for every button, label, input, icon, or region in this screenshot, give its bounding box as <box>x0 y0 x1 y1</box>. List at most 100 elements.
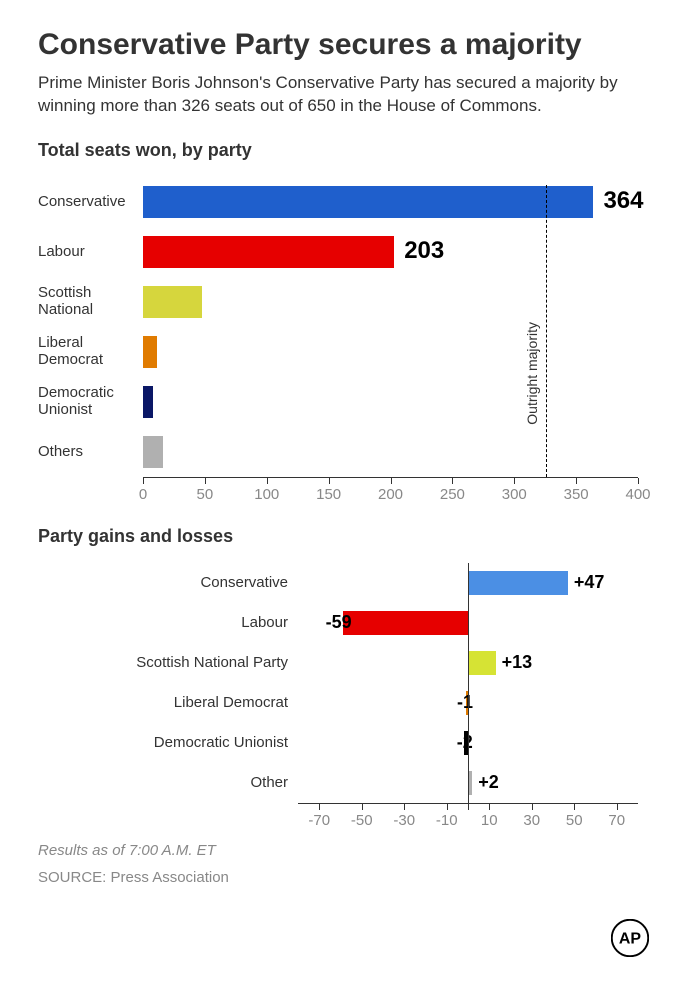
axis-tick-label: 30 <box>523 812 540 829</box>
seats-bar-label: Others <box>38 444 143 461</box>
axis-tick-label: 150 <box>316 486 341 503</box>
gains-bar <box>468 651 496 675</box>
gains-bar-value: +2 <box>478 772 499 793</box>
seats-bar <box>143 286 202 318</box>
seats-bar-row: Liberal Democrat <box>38 327 653 377</box>
gains-bar <box>468 571 568 595</box>
seats-bar-track <box>143 277 653 327</box>
gains-chart-axis: -70-50-30-1010305070 <box>298 803 638 833</box>
axis-tick-label: -50 <box>351 812 373 829</box>
seats-bar-row: Democratic Unionist <box>38 377 653 427</box>
gains-bar-row: Scottish National Party +13 <box>38 643 653 683</box>
axis-tick <box>143 478 144 484</box>
seats-bar-row: Conservative 364 <box>38 177 653 227</box>
seats-bar-row: Others <box>38 427 653 477</box>
axis-tick-label: 100 <box>254 486 279 503</box>
axis-tick <box>205 478 206 484</box>
seats-bar-label: Labour <box>38 244 143 261</box>
gains-bar-track: +13 <box>298 643 653 683</box>
subtitle: Prime Minister Boris Johnson's Conservat… <box>38 72 653 118</box>
axis-tick <box>447 804 448 810</box>
gains-bar-label: Democratic Unionist <box>38 734 298 751</box>
gains-chart-bars: Conservative +47 Labour -59 Scottish Nationa… <box>38 563 653 803</box>
gains-bar-label: Liberal Democrat <box>38 694 298 711</box>
seats-chart-title: Total seats won, by party <box>38 140 653 161</box>
axis-tick <box>362 804 363 810</box>
majority-label: Outright majority <box>524 322 540 425</box>
gains-bar-label: Scottish National Party <box>38 654 298 671</box>
seats-bar-label: Democratic Unionist <box>38 385 143 418</box>
seats-chart-bars: Conservative 364 Labour 203 Scottish Nationa… <box>38 177 653 477</box>
axis-tick-label: 250 <box>440 486 465 503</box>
main-title: Conservative Party secures a majority <box>38 28 653 62</box>
gains-bar-row: Conservative +47 <box>38 563 653 603</box>
axis-tick <box>267 478 268 484</box>
axis-tick <box>617 804 618 810</box>
gains-chart: Party gains and losses Conservative +47 La… <box>38 526 653 836</box>
footnote: Results as of 7:00 A.M. ET <box>38 842 653 859</box>
seats-bar-label: Conservative <box>38 194 143 211</box>
axis-tick-label: -10 <box>436 812 458 829</box>
gains-bar-label: Labour <box>38 614 298 631</box>
gains-bar-value: +47 <box>574 572 605 593</box>
ap-logo-text: AP <box>619 931 642 948</box>
axis-tick-label: 400 <box>625 486 650 503</box>
gains-bar-value: -2 <box>457 732 473 753</box>
axis-tick <box>468 804 469 810</box>
seats-bar-value: 364 <box>603 187 643 215</box>
axis-tick <box>574 804 575 810</box>
seats-chart: Total seats won, by party Conservative 36… <box>38 140 653 500</box>
axis-tick-label: 200 <box>378 486 403 503</box>
gains-chart-title: Party gains and losses <box>38 526 653 547</box>
seats-bar-label: Scottish National <box>38 285 143 318</box>
gains-bar <box>343 611 468 635</box>
seats-bar-track: 364 <box>143 177 653 227</box>
gains-bar-track: -59 <box>298 603 653 643</box>
seats-bar-track <box>143 377 653 427</box>
axis-tick-label: 300 <box>502 486 527 503</box>
axis-tick-label: 10 <box>481 812 498 829</box>
axis-tick-label: 70 <box>608 812 625 829</box>
ap-logo-icon: AP <box>611 919 649 962</box>
axis-tick-label: 50 <box>197 486 214 503</box>
gains-bar-row: Democratic Unionist -2 <box>38 723 653 763</box>
gains-bar-value: -1 <box>457 692 473 713</box>
gains-bar-track: -1 <box>298 683 653 723</box>
axis-tick <box>391 478 392 484</box>
axis-tick <box>514 478 515 484</box>
axis-tick-label: 0 <box>139 486 147 503</box>
source-line: SOURCE: Press Association <box>38 869 653 886</box>
majority-line <box>546 185 547 477</box>
axis-tick <box>532 804 533 810</box>
axis-tick-label: 350 <box>564 486 589 503</box>
zero-line <box>468 563 469 803</box>
gains-bar-value: +13 <box>502 652 533 673</box>
axis-tick-label: -70 <box>308 812 330 829</box>
gains-bar-label: Conservative <box>38 574 298 591</box>
seats-chart-axis: 050100150200250300350400 <box>143 477 638 507</box>
axis-tick <box>329 478 330 484</box>
seats-bar-track <box>143 327 653 377</box>
seats-bar-row: Labour 203 <box>38 227 653 277</box>
axis-tick <box>404 804 405 810</box>
axis-tick-label: -30 <box>393 812 415 829</box>
axis-tick <box>319 804 320 810</box>
gains-bar-row: Other+2 <box>38 763 653 803</box>
gains-bar-row: Labour -59 <box>38 603 653 643</box>
gains-bar-track: -2 <box>298 723 653 763</box>
axis-tick <box>452 478 453 484</box>
gains-bar-track: +2 <box>298 763 653 803</box>
axis-tick <box>638 478 639 484</box>
seats-bar-track: 203 <box>143 227 653 277</box>
gains-bar-track: +47 <box>298 563 653 603</box>
seats-bar-label: Liberal Democrat <box>38 335 143 368</box>
seats-bar <box>143 386 153 418</box>
seats-bar <box>143 336 157 368</box>
axis-tick <box>576 478 577 484</box>
gains-bar-row: Liberal Democrat -1 <box>38 683 653 723</box>
seats-bar-track <box>143 427 653 477</box>
infographic-container: Conservative Party secures a majority Pr… <box>0 0 691 992</box>
seats-bar-value: 203 <box>404 237 444 265</box>
axis-tick <box>489 804 490 810</box>
gains-bar-value: -59 <box>326 612 352 633</box>
